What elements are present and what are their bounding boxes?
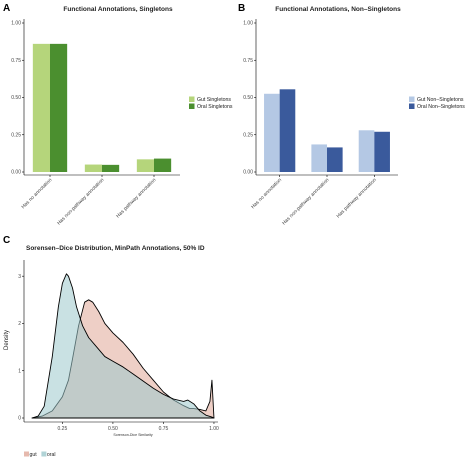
panel-a-legend-label: Gut Singletons [197, 97, 231, 103]
panel-b-title: Functional Annotations, Non–Singletons [275, 6, 401, 13]
panel-c-y-tick-label: 0 [18, 416, 21, 422]
panel-a-y-tick-label: 0.50 [11, 95, 21, 101]
panel-b-x-tick-label: Has no annotation [250, 177, 283, 210]
panel-b-bar [358, 130, 375, 172]
panel-b-letter: B [238, 3, 245, 14]
panel-c-legend-label: oral [47, 452, 56, 458]
panel-a-y-tick-label: 0.75 [11, 58, 21, 64]
panel-c-y-tick-label: 3 [18, 274, 21, 280]
panel-b-x-tick-label: Has non-pathway annotation [281, 177, 330, 226]
panel-c-chart: 0 1 2 3 0.25 0.50 0.75 1.00 Density Sorenson-Dice… [4, 260, 219, 458]
panel-b-bar [327, 147, 343, 172]
panel-c-letter: C [3, 235, 10, 246]
panel-a-x-tick-label: Has pathway annotation [115, 177, 157, 219]
panel-a-bar [84, 164, 102, 172]
panel-c-y-tick-label: 1 [18, 368, 21, 374]
panel-b-y-tick-label: 0.00 [243, 170, 253, 176]
panel-c-x-tick-label: 0.75 [159, 426, 169, 432]
panel-b-legend-swatch [409, 96, 415, 102]
panel-c-y-tick-label: 2 [18, 321, 21, 327]
panel-b-y-tick-label: 0.75 [243, 58, 253, 64]
panel-c-title: Sorensen–Dice Distribution, MinPath Anno… [26, 245, 205, 252]
panel-b-y-tick-label: 1.00 [243, 21, 253, 27]
panel-a-bar [32, 43, 50, 172]
panel-c-density-oral [31, 273, 215, 419]
panel-b-bar [374, 131, 390, 172]
panel-b-x-tick-label: Has pathway annotation [336, 177, 378, 219]
panel-a-legend-label: Oral Singletons [197, 104, 233, 110]
panel-a-bar [154, 158, 172, 172]
panel-c-legend-swatch [24, 451, 29, 457]
panel-c-x-axis-label: Sorenson-Dice Similarity [113, 433, 153, 437]
panel-b-y-tick-label: 0.50 [243, 95, 253, 101]
panel-c-x-tick-label: 0.25 [58, 426, 68, 432]
panel-a-letter: A [3, 3, 10, 14]
panel-a-bar [136, 159, 154, 172]
panel-a-legend-swatch [189, 96, 195, 102]
panel-a-y-tick-label: 0.00 [11, 170, 21, 176]
panel-c-y-axis-label: Density [4, 330, 10, 350]
panel-a-x-tick-label: Has non-pathway annotation [56, 177, 105, 226]
panel-c-legend-label: gut [30, 452, 38, 458]
panel-c-x-tick-label: 0.50 [108, 426, 118, 432]
panel-b-legend-label: Gut Non–Singletons [417, 97, 464, 103]
panel-b-legend-swatch [409, 103, 415, 109]
panel-a-title: Functional Annotations, Singletons [63, 6, 173, 13]
panel-a-x-tick-label: Has no annotation [20, 177, 53, 210]
panel-a-y-tick-label: 1.00 [11, 21, 21, 27]
panel-c-x-tick-label: 1.00 [209, 426, 219, 432]
panel-b-bar [279, 89, 296, 172]
panel-b-bar [311, 144, 327, 172]
panel-c-legend-swatch [41, 451, 47, 457]
panel-a-legend-swatch [189, 103, 195, 109]
panel-b-y-tick-label: 0.25 [243, 132, 253, 138]
panel-a-bar [102, 164, 120, 172]
panel-a-bar [50, 43, 68, 172]
panel-b-bar [264, 93, 280, 172]
panel-b-legend-label: Oral Non–Singletons [417, 104, 465, 110]
panel-a-y-tick-label: 0.25 [11, 132, 21, 138]
